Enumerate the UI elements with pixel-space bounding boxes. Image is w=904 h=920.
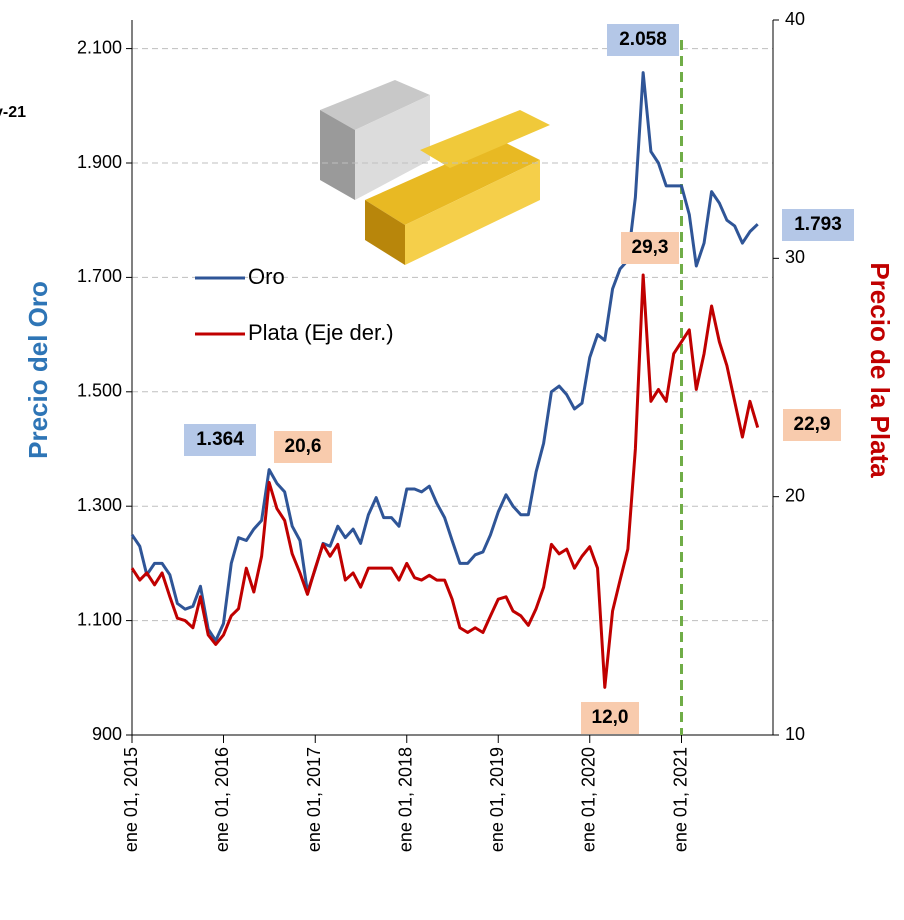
y-tick-label: 1.900 (77, 152, 122, 172)
x-tick-label: ene 01, 2019 (487, 747, 507, 852)
y2-axis-title: Precio de la Plata (865, 262, 895, 478)
y2-tick-label: 20 (785, 485, 805, 505)
x-tick-label: ene 01, 2021 (670, 747, 690, 852)
annotation-label: 12,0 (592, 707, 629, 728)
annotation-box (184, 424, 256, 456)
annotation-box (621, 232, 679, 264)
y2-tick-label: 10 (785, 724, 805, 744)
decor-gold-bars (320, 80, 550, 265)
x-tick-label: ene 01, 2020 (578, 747, 598, 852)
x-tick-label: ene 01, 2018 (396, 747, 416, 852)
x-tick-label: ene 01, 2015 (121, 747, 141, 852)
y-tick-label: 900 (92, 724, 122, 744)
annotation-label: 1.793 (794, 214, 842, 235)
annotation-label: 22,9 (794, 414, 831, 435)
x-tick-label: ene 01, 2016 (212, 747, 232, 852)
y2-tick-label: 40 (785, 9, 805, 29)
annotation-label: 20,6 (285, 436, 322, 457)
y-tick-label: 1.100 (77, 609, 122, 629)
y-axis-title: Precio del Oro (23, 281, 53, 459)
annotation-label: 1.364 (196, 429, 244, 450)
note-text: v-21 (0, 104, 26, 121)
annotation-box (782, 209, 854, 241)
y-tick-label: 1.500 (77, 381, 122, 401)
series-line (130, 71, 759, 643)
y-tick-label: 1.700 (77, 266, 122, 286)
annotation-box (783, 409, 841, 441)
annotation-box (274, 431, 332, 463)
series-line (130, 273, 760, 689)
legend-label: Plata (Eje der.) (248, 320, 394, 345)
x-tick-label: ene 01, 2017 (304, 747, 324, 852)
annotation-box (607, 24, 679, 56)
y-tick-label: 2.100 (77, 37, 122, 57)
annotation-label: 2.058 (619, 29, 667, 50)
annotation-label: 29,3 (632, 237, 669, 258)
legend-label: Oro (248, 264, 285, 289)
y-tick-label: 1.300 (77, 495, 122, 515)
y2-tick-label: 30 (785, 247, 805, 267)
annotation-box (581, 702, 639, 734)
